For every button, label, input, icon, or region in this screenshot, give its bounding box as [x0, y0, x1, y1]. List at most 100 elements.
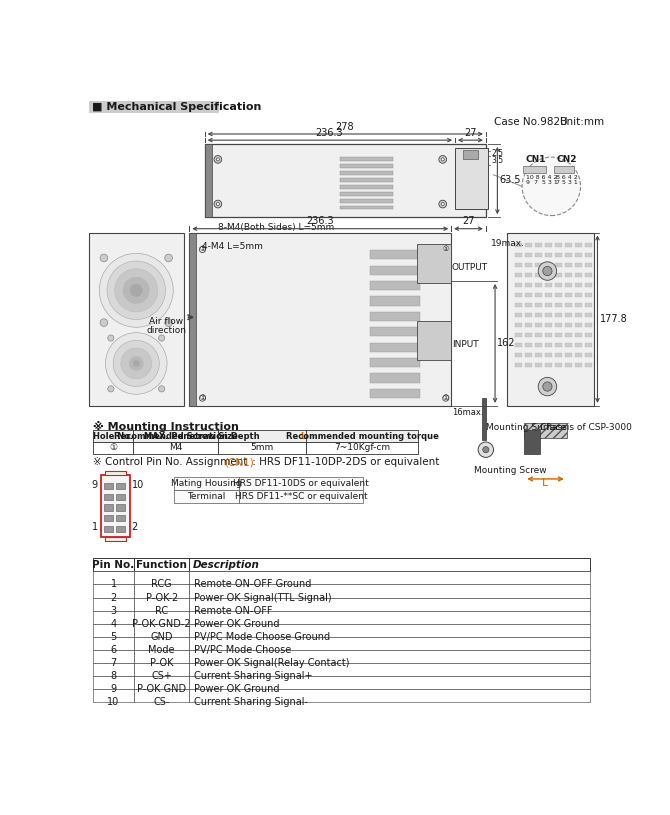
- Bar: [575, 323, 582, 328]
- Bar: [525, 430, 540, 453]
- Text: Terminal: Terminal: [188, 491, 226, 500]
- Bar: [371, 328, 420, 337]
- Text: 5: 5: [111, 632, 117, 641]
- Bar: [455, 148, 488, 209]
- Bar: [134, 571, 190, 584]
- Text: 7~10Kgf-cm: 7~10Kgf-cm: [334, 443, 391, 452]
- Bar: [116, 494, 125, 500]
- Bar: [515, 272, 522, 277]
- Circle shape: [108, 335, 114, 341]
- Bar: [134, 650, 190, 663]
- Text: ①: ①: [443, 395, 449, 401]
- Bar: [306, 442, 418, 453]
- Bar: [585, 262, 592, 267]
- Bar: [523, 165, 546, 174]
- Text: P-OK-GND-2: P-OK-GND-2: [133, 619, 191, 628]
- Text: ①: ①: [200, 395, 206, 401]
- Bar: [535, 342, 542, 347]
- Bar: [93, 623, 134, 637]
- Text: 1: 1: [92, 522, 98, 532]
- Bar: [515, 283, 522, 287]
- Bar: [371, 312, 420, 321]
- Circle shape: [129, 356, 144, 371]
- Bar: [371, 297, 420, 306]
- Bar: [555, 243, 562, 247]
- Text: L: L: [300, 432, 306, 441]
- Bar: [555, 313, 562, 317]
- Bar: [535, 333, 542, 337]
- Bar: [535, 272, 542, 277]
- Bar: [507, 232, 594, 406]
- Bar: [545, 323, 552, 328]
- Bar: [190, 676, 590, 689]
- Bar: [545, 253, 552, 258]
- Circle shape: [538, 377, 557, 396]
- Bar: [93, 637, 134, 650]
- Bar: [555, 283, 562, 287]
- Bar: [565, 363, 572, 368]
- Circle shape: [105, 333, 167, 394]
- Bar: [134, 610, 190, 623]
- Bar: [585, 293, 592, 297]
- Bar: [565, 342, 572, 347]
- Bar: [535, 293, 542, 297]
- Text: 8-M4(Both Sides) L=5mm: 8-M4(Both Sides) L=5mm: [218, 222, 334, 231]
- Text: RC: RC: [155, 606, 168, 615]
- Bar: [100, 475, 130, 537]
- Text: ■ Mechanical Specification: ■ Mechanical Specification: [92, 102, 262, 112]
- Bar: [555, 272, 562, 277]
- Bar: [545, 363, 552, 368]
- Bar: [545, 262, 552, 267]
- Bar: [575, 363, 582, 368]
- Bar: [93, 610, 134, 623]
- Bar: [575, 353, 582, 357]
- Bar: [134, 597, 190, 610]
- Bar: [565, 333, 572, 337]
- Bar: [535, 313, 542, 317]
- Bar: [371, 358, 420, 368]
- Text: Chassis of CSP-3000: Chassis of CSP-3000: [540, 423, 632, 432]
- Bar: [555, 262, 562, 267]
- Text: 9  7  5 3 1: 9 7 5 3 1: [526, 180, 557, 185]
- Bar: [134, 558, 190, 571]
- Text: Recommended Screw Size: Recommended Screw Size: [114, 432, 237, 441]
- Bar: [134, 676, 190, 689]
- Bar: [104, 482, 113, 489]
- Bar: [575, 342, 582, 347]
- Bar: [565, 293, 572, 297]
- Bar: [525, 353, 532, 357]
- Bar: [554, 165, 574, 174]
- Bar: [565, 353, 572, 357]
- Circle shape: [483, 447, 489, 453]
- Text: (CN1): (CN1): [224, 457, 254, 467]
- Bar: [93, 584, 134, 597]
- Bar: [545, 293, 552, 297]
- Text: Case No.982B: Case No.982B: [494, 117, 567, 127]
- Bar: [565, 313, 572, 317]
- Text: 177.8: 177.8: [600, 314, 628, 324]
- Text: 10: 10: [107, 698, 120, 707]
- Text: 27: 27: [462, 217, 474, 227]
- Bar: [340, 178, 393, 182]
- Text: 3.5: 3.5: [491, 156, 503, 165]
- Text: 16max.: 16max.: [452, 408, 484, 417]
- Text: ※ Mounting Instruction: ※ Mounting Instruction: [93, 421, 239, 432]
- Text: ※ Control Pin No. Assignment: ※ Control Pin No. Assignment: [93, 457, 251, 467]
- Text: MAX. Penetration Depth: MAX. Penetration Depth: [143, 432, 262, 441]
- Text: direction: direction: [146, 326, 186, 335]
- Bar: [565, 243, 572, 247]
- Bar: [525, 313, 532, 317]
- Circle shape: [214, 156, 222, 163]
- Bar: [190, 597, 590, 610]
- Bar: [105, 537, 126, 540]
- Circle shape: [100, 319, 108, 327]
- Bar: [134, 584, 190, 597]
- Text: 236.3: 236.3: [306, 217, 334, 227]
- Text: Power OK Signal(TTL Signal): Power OK Signal(TTL Signal): [194, 593, 332, 602]
- Circle shape: [216, 158, 219, 161]
- Bar: [515, 323, 522, 328]
- Circle shape: [214, 200, 222, 208]
- Bar: [205, 144, 486, 217]
- Text: Unit:mm: Unit:mm: [559, 117, 604, 127]
- Bar: [116, 526, 125, 532]
